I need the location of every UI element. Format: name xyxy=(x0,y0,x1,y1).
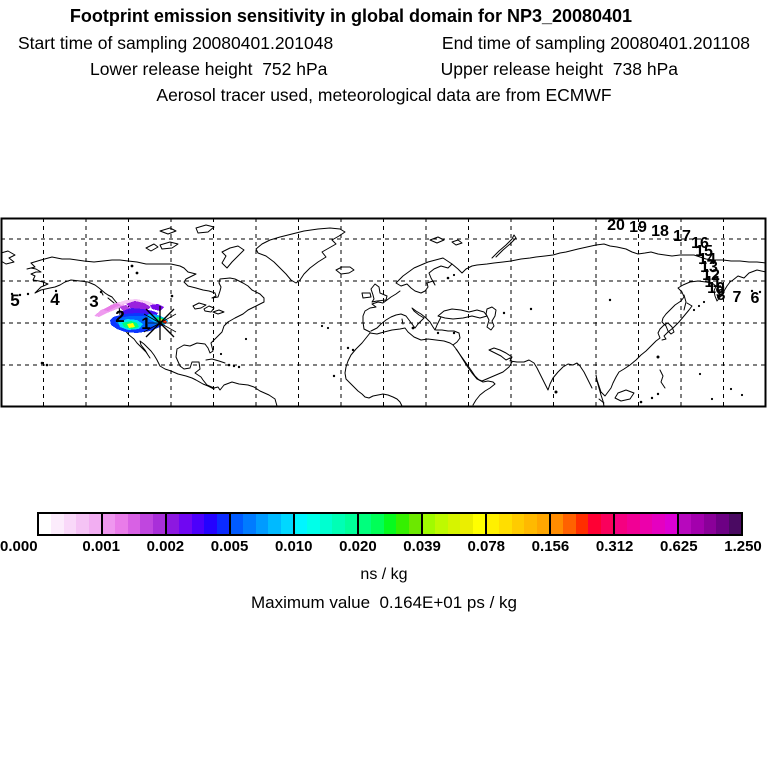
trajectory-hour-label: 5 xyxy=(10,291,19,310)
colorbar-segment xyxy=(165,514,230,534)
tracer-note-line: Aerosol tracer used, meteorological data… xyxy=(0,85,768,106)
figure-title: Footprint emission sensitivity in global… xyxy=(69,6,633,26)
colorbar-tick: 0.000 xyxy=(0,538,38,555)
trajectory-hour-label: 17 xyxy=(673,228,691,245)
lower-release-text: Lower release height 752 hPa xyxy=(90,59,328,79)
trajectory-hour-label: 9 xyxy=(716,284,725,301)
trajectory-hour-label: 7 xyxy=(733,289,742,306)
colorbar-segment xyxy=(293,514,358,534)
trajectory-hour-label: 12 xyxy=(702,267,720,284)
trajectory-hour-label: 6 xyxy=(751,290,760,307)
colorbar xyxy=(37,512,743,536)
colorbar-tick: 0.156 xyxy=(531,538,570,555)
coastlines-group xyxy=(0,224,767,407)
release-height-line: Lower release height 752 hPa Upper relea… xyxy=(0,59,768,80)
trajectory-hour-label: 14 xyxy=(698,251,716,268)
trajectory-hour-label: 11 xyxy=(705,274,722,291)
trajectory-hour-label: 13 xyxy=(700,259,718,276)
upper-release-text: Upper release height 738 hPa xyxy=(440,59,678,79)
colorbar-segment xyxy=(677,514,742,534)
colorbar-segment xyxy=(229,514,294,534)
islands-group xyxy=(10,264,762,404)
colorbar-segment xyxy=(357,514,422,534)
release-marker-icon xyxy=(143,306,177,340)
colorbar-tick: 0.039 xyxy=(403,538,441,555)
colorbar-segment xyxy=(485,514,550,534)
colorbar-tick: 0.078 xyxy=(467,538,506,555)
colorbar-tick: 0.005 xyxy=(210,538,249,555)
start-time-text: Start time of sampling 20080401.201048 xyxy=(18,33,334,53)
trajectory-hour-label: 15 xyxy=(695,243,713,260)
trajectory-hour-label: 4 xyxy=(50,290,60,309)
trajectory-hour-label: 18 xyxy=(651,223,669,240)
trajectory-hour-label: 1 xyxy=(141,314,150,333)
colorbar-ticks: 0.000 0.001 0.002 0.005 0.010 0.020 0.039 0.078… xyxy=(0,538,768,556)
trajectory-hour-label: 16 xyxy=(691,235,709,252)
colorbar-unit-label: ns / kg xyxy=(360,566,408,583)
colorbar-tick: 0.625 xyxy=(660,538,698,555)
sensitivity-plume xyxy=(94,299,168,333)
colorbar-segment xyxy=(421,514,486,534)
colorbar-tick: 0.312 xyxy=(595,538,634,555)
trajectory-hour-label: 20 xyxy=(607,217,625,234)
colorbar-tick: 0.010 xyxy=(274,538,313,555)
colorbar-segment xyxy=(613,514,678,534)
colorbar-tick: 0.001 xyxy=(82,538,120,555)
tracer-note-text: Aerosol tracer used, meteorological data… xyxy=(156,85,612,105)
colorbar-tick: 0.020 xyxy=(339,538,377,555)
colorbar-segment xyxy=(39,514,102,534)
colorbar-tick: 0.002 xyxy=(146,538,185,555)
trajectory-hour-label: 19 xyxy=(629,219,647,236)
trajectory-hour-label: 8 xyxy=(717,287,726,304)
sampling-time-line: Start time of sampling 20080401.201048 E… xyxy=(0,33,768,54)
trajectory-hour-label: 2 xyxy=(115,307,124,326)
trajectory-hour-label: 3 xyxy=(89,292,98,311)
trajectory-hour-label: 10 xyxy=(707,280,725,297)
map-frame xyxy=(0,217,767,408)
colorbar-segment xyxy=(101,514,166,534)
colorbar-segment xyxy=(549,514,614,534)
end-time-text: End time of sampling 20080401.201108 xyxy=(441,33,750,53)
colorbar-tick: 1.250 xyxy=(724,538,762,555)
max-value-label: Maximum value 0.164E+01 ps / kg xyxy=(251,593,517,612)
